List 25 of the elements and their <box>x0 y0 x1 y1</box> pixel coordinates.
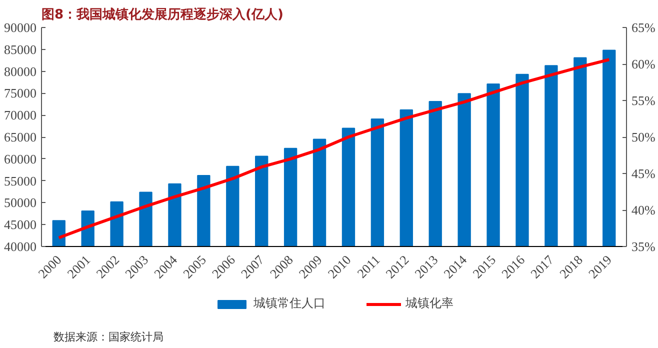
y2-tick-label: 35% <box>632 239 656 254</box>
y-tick-label: 65000 <box>4 130 36 144</box>
legend-label: 城镇常住人口 <box>254 295 326 312</box>
source-note: 数据来源：国家统计局 <box>54 330 164 344</box>
y-tick-label: 85000 <box>4 42 36 57</box>
y-tick-label: 90000 <box>4 20 36 35</box>
y-tick-label: 45000 <box>4 217 36 232</box>
line-series <box>57 58 611 240</box>
y2-tick-label: 60% <box>632 56 656 72</box>
y2-tick-label: 40% <box>632 202 656 218</box>
y-tick-label: 60000 <box>4 151 36 166</box>
y-tick-label: 50000 <box>4 195 36 210</box>
y-tick-label: 55000 <box>4 173 36 188</box>
x-tick-label: 2001 <box>64 252 94 282</box>
y2-tick-label: 45% <box>632 166 656 181</box>
y2-tick-label: 65% <box>632 20 656 35</box>
y2-tick-label: 50% <box>632 130 656 144</box>
y-tick-label: 40000 <box>4 239 36 254</box>
y-tick-label: 80000 <box>4 64 36 79</box>
x-tick-label: 2011 <box>354 252 383 281</box>
legend-label: 城镇化率 <box>406 295 454 312</box>
y-tick-label: 70000 <box>4 108 36 123</box>
chart-title: 图8：我国城镇化发展历程逐步深入(亿人) <box>42 6 284 22</box>
y2-tick-label: 55% <box>632 93 656 108</box>
y-tick-label: 75000 <box>4 86 36 101</box>
